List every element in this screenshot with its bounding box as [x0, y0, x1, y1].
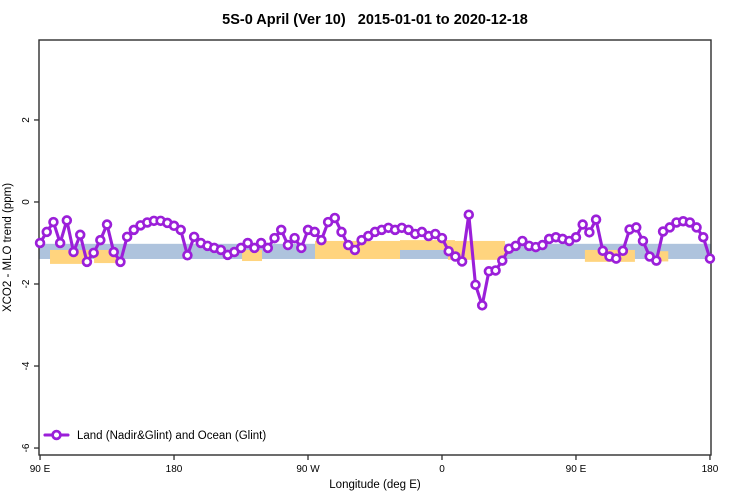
- data-point-marker: [537, 239, 548, 251]
- data-point-marker: [249, 242, 260, 254]
- data-point-marker: [242, 237, 253, 249]
- data-point-marker: [456, 256, 468, 267]
- data-point-marker: [41, 226, 52, 238]
- data-point-marker: [342, 239, 354, 251]
- data-point-marker: [309, 226, 320, 238]
- data-point-marker: [631, 222, 642, 233]
- data-point-marker: [275, 224, 287, 236]
- legend-label: Land (Nadir&Glint) and Ocean (Glint): [77, 430, 266, 442]
- data-point-marker: [704, 253, 716, 264]
- data-point-marker: [175, 224, 186, 236]
- data-point-marker: [470, 279, 481, 291]
- data-point-marker: [128, 224, 140, 236]
- data-point-marker: [617, 245, 629, 257]
- data-point-marker: [570, 231, 582, 243]
- data-point-marker: [262, 242, 274, 254]
- x-tick-label: 90 W: [296, 464, 320, 475]
- data-point-marker: [597, 245, 609, 257]
- x-tick-label: 90 E: [566, 464, 587, 475]
- data-point-marker: [108, 246, 119, 258]
- data-point-marker: [182, 250, 193, 261]
- y-tick-label: 0: [21, 199, 32, 205]
- x-axis-label: Longitude (deg E): [329, 479, 421, 491]
- data-point-marker: [255, 237, 267, 249]
- data-point-marker: [443, 245, 454, 257]
- data-point-marker: [101, 219, 113, 230]
- data-point-marker: [269, 232, 280, 244]
- data-point-marker: [61, 215, 73, 226]
- chart-title: 5S-0 April (Ver 10) 2015-01-01 to 2020-1…: [222, 12, 528, 28]
- data-point-marker: [590, 214, 602, 225]
- data-point-marker: [450, 251, 461, 262]
- data-point-marker: [296, 242, 307, 254]
- data-point-marker: [329, 212, 341, 224]
- y-tick-label: 2: [21, 117, 32, 123]
- data-point-marker: [74, 229, 86, 241]
- data-point-marker: [684, 217, 696, 228]
- y-axis-label: XCO2 - MLO trend (ppm): [2, 183, 14, 312]
- data-point-marker: [610, 253, 622, 264]
- data-point-marker: [691, 222, 702, 233]
- data-point-marker: [235, 242, 247, 254]
- data-point-marker: [510, 240, 521, 252]
- data-point-marker: [497, 255, 508, 266]
- data-point-marker: [336, 226, 347, 238]
- data-point-marker: [436, 232, 448, 244]
- data-point-marker: [34, 237, 46, 249]
- data-point-marker: [637, 235, 649, 247]
- data-point-marker: [88, 247, 99, 259]
- data-point-marker: [584, 227, 595, 238]
- data-point-marker: [651, 255, 662, 266]
- data-point-marker: [48, 216, 59, 228]
- data-point-marker: [215, 244, 227, 256]
- data-point-marker: [81, 256, 93, 268]
- data-point-marker: [664, 222, 676, 233]
- data-point-marker: [289, 232, 300, 244]
- land-patch: [50, 249, 91, 264]
- land-patch: [242, 249, 263, 262]
- data-point-marker: [115, 256, 126, 268]
- land-patch: [657, 251, 669, 262]
- y-tick-label: -2: [21, 279, 32, 288]
- legend-marker-symbol: [51, 429, 62, 441]
- y-tick-label: -6: [21, 443, 32, 452]
- data-point-marker: [95, 234, 106, 246]
- data-point-marker: [698, 231, 709, 243]
- land-patch: [400, 240, 455, 250]
- data-point-marker: [121, 231, 133, 243]
- data-point-marker: [517, 235, 528, 247]
- data-point-marker: [68, 246, 79, 258]
- data-point-marker: [316, 234, 327, 246]
- data-point-marker: [54, 237, 66, 249]
- data-point-marker: [490, 265, 501, 276]
- x-tick-label: 180: [166, 464, 183, 475]
- y-tick-label: -4: [21, 361, 32, 370]
- data-point-marker: [463, 209, 475, 220]
- x-tick-label: 0: [439, 464, 445, 475]
- data-point-marker: [349, 244, 361, 256]
- data-point-marker: [188, 231, 200, 243]
- data-point-marker: [282, 239, 294, 251]
- data-point-marker: [476, 300, 488, 311]
- x-tick-label: 180: [702, 464, 719, 475]
- data-point-marker: [577, 219, 588, 230]
- x-tick-label: 90 E: [30, 464, 51, 475]
